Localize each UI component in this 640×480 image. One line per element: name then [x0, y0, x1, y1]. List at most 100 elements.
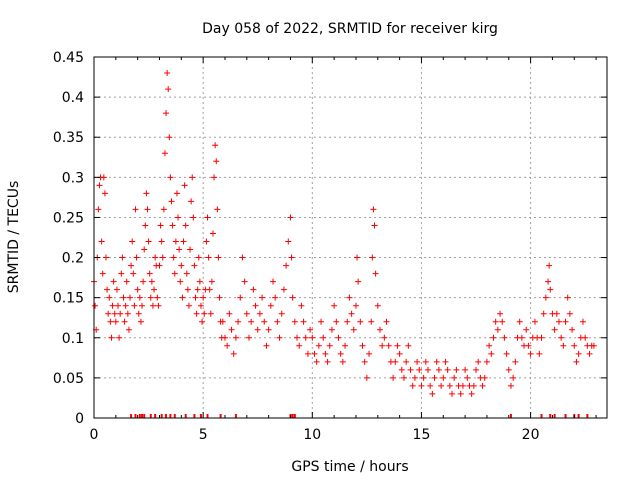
data-point — [457, 390, 464, 397]
x-tick-labels: 0 5 10 15 20 — [90, 427, 540, 443]
data-point — [263, 342, 270, 349]
data-point — [164, 70, 171, 77]
x-tick-label: 20 — [522, 427, 540, 443]
data-point — [201, 310, 208, 317]
data-point — [216, 294, 223, 301]
data-point — [163, 110, 170, 117]
data-point — [431, 374, 438, 381]
data-point — [536, 350, 543, 357]
data-point — [109, 302, 116, 309]
data-point — [527, 350, 534, 357]
data-point — [571, 342, 578, 349]
data-point — [339, 358, 346, 365]
data-point — [363, 374, 370, 381]
data-point — [250, 286, 257, 293]
data-point — [157, 222, 164, 229]
data-point — [103, 254, 110, 261]
data-point — [99, 270, 106, 277]
data-point — [348, 310, 355, 317]
data-point — [107, 318, 114, 325]
data-point — [228, 326, 235, 333]
data-point — [490, 334, 497, 341]
data-point — [144, 206, 151, 213]
data-point — [300, 318, 307, 325]
data-point — [285, 238, 292, 245]
y-tick-label: 0.35 — [53, 130, 84, 146]
data-point — [108, 334, 115, 341]
data-point — [497, 310, 504, 317]
data-point — [106, 294, 113, 301]
data-point — [429, 390, 436, 397]
data-point — [333, 318, 340, 325]
data-point — [553, 310, 560, 317]
data-point — [573, 358, 580, 365]
data-point — [468, 390, 475, 397]
data-point — [444, 366, 451, 373]
data-point — [256, 310, 263, 317]
data-point — [355, 278, 362, 285]
data-point — [200, 294, 207, 301]
data-point — [311, 350, 318, 357]
data-point — [96, 182, 103, 189]
data-point — [381, 334, 388, 341]
data-point — [371, 222, 378, 229]
data-point — [569, 326, 576, 333]
data-point — [134, 286, 141, 293]
data-point — [131, 302, 138, 309]
data-point — [213, 158, 220, 165]
y-tick-label: 0.25 — [53, 210, 84, 226]
data-point — [151, 286, 158, 293]
data-point — [245, 334, 252, 341]
data-point — [95, 206, 102, 213]
data-point — [168, 198, 175, 205]
data-point — [142, 222, 149, 229]
data-point — [104, 286, 111, 293]
data-point — [298, 302, 305, 309]
data-point — [370, 206, 377, 213]
data-point — [422, 358, 429, 365]
data-point — [248, 318, 255, 325]
data-point — [171, 270, 178, 277]
data-point — [435, 366, 442, 373]
data-point — [124, 310, 131, 317]
data-point — [152, 254, 159, 261]
data-point — [118, 270, 125, 277]
data-point — [352, 302, 359, 309]
data-point — [418, 382, 425, 389]
data-point — [196, 278, 203, 285]
data-point — [499, 318, 506, 325]
data-point — [540, 310, 547, 317]
data-point — [194, 286, 201, 293]
chart-title: Day 058 of 2022, SRMTID for receiver kir… — [202, 21, 498, 37]
data-point — [221, 334, 228, 341]
data-point — [322, 350, 329, 357]
data-point — [473, 366, 480, 373]
data-point — [486, 342, 493, 349]
data-point — [207, 310, 214, 317]
data-point — [117, 310, 124, 317]
data-point — [179, 294, 186, 301]
data-point — [113, 286, 120, 293]
data-point — [211, 174, 218, 181]
data-point — [197, 302, 204, 309]
data-point — [492, 318, 499, 325]
data-point — [545, 278, 552, 285]
data-point — [374, 302, 381, 309]
data-point — [433, 358, 440, 365]
data-point — [116, 334, 123, 341]
data-point — [241, 278, 248, 285]
data-point — [121, 318, 128, 325]
data-point — [512, 358, 519, 365]
data-point — [464, 374, 471, 381]
data-point — [208, 278, 215, 285]
data-point — [446, 382, 453, 389]
data-point — [136, 294, 143, 301]
data-point — [289, 294, 296, 301]
data-point — [582, 334, 589, 341]
data-point — [278, 310, 285, 317]
data-point — [185, 302, 192, 309]
data-point — [525, 342, 532, 349]
data-point — [159, 254, 166, 261]
data-point — [505, 366, 512, 373]
